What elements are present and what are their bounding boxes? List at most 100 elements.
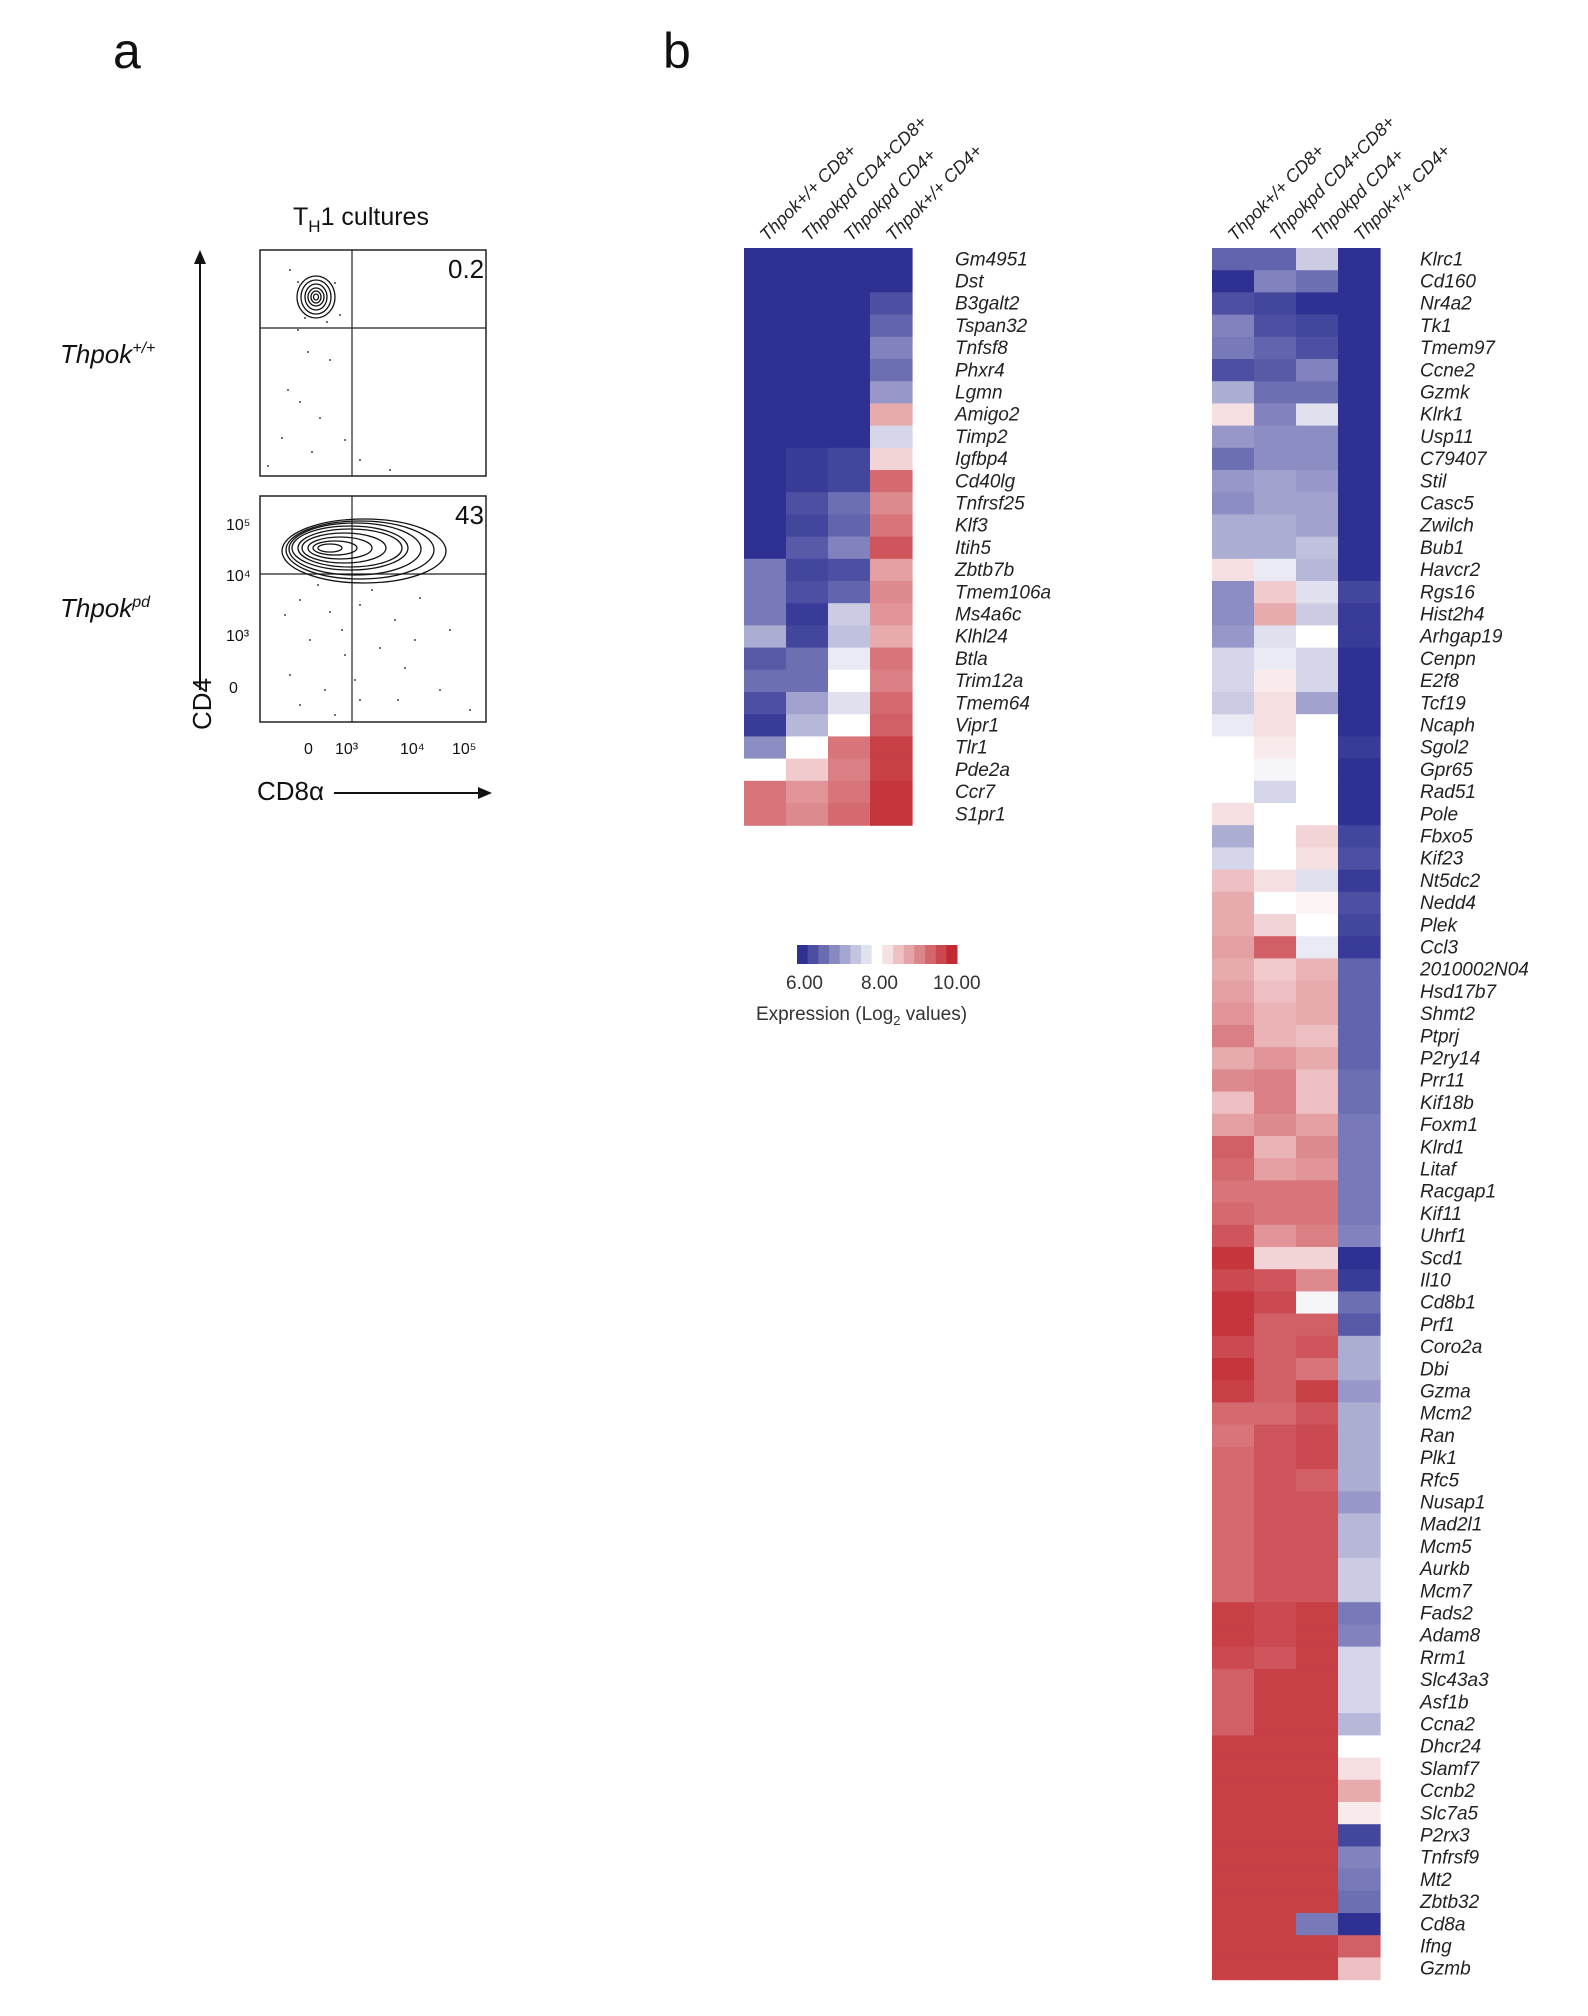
heatmap-cell [828,381,871,404]
heatmap-cell [1254,803,1297,826]
gene-label: Plk1 [1420,1448,1457,1469]
legend-swatch [893,945,905,964]
heatmap-cell [828,581,871,604]
heatmap-cell [1338,1424,1381,1448]
heatmap-cell [1338,1668,1381,1692]
heatmap-cell [1212,669,1255,693]
heatmap-cell [1212,1713,1255,1736]
heatmap-cell [1338,1402,1381,1426]
heatmap-cell [870,381,913,404]
heatmap-cell [1296,270,1339,293]
gene-label: Slc43a3 [1420,1670,1489,1691]
heatmap-cell [870,336,913,360]
gene-label: Fbxo5 [1420,827,1473,848]
heatmap-cell [1296,492,1339,515]
gene-label: Usp11 [1420,427,1474,448]
heatmap-cell [870,536,913,560]
heatmap-cell [744,692,787,715]
x-tick: 10⁵ [452,741,476,758]
heatmap-cell [1338,359,1381,382]
flow-contour-1 [296,275,336,319]
heatmap-cell [1212,1757,1255,1781]
heatmap-cell [1296,1668,1339,1692]
heatmap-cell [1296,1868,1339,1892]
heatmap-cell [1296,625,1339,649]
gene-label: Klrk1 [1420,405,1463,426]
heatmap-cell [1212,1513,1255,1537]
heatmap-cell [1254,336,1297,360]
heatmap-cell [1296,1890,1339,1914]
heatmap-cell [1296,1824,1339,1847]
heatmap-cell [1254,1113,1297,1137]
heatmap-cell [786,581,829,604]
gene-label: Tmem106a [955,582,1051,603]
heatmap-cell [1296,581,1339,604]
heatmap-cell [1296,669,1339,693]
gene-label: Pole [1420,804,1458,825]
heatmap-cell [1254,1913,1297,1936]
gene-label: Zbtb7b [954,560,1014,581]
heatmap-cell [1296,359,1339,382]
gene-label: 2010002N04 [1419,960,1529,981]
heatmap-cell [1296,847,1339,871]
heatmap-cell [744,336,787,360]
gene-label: Adam8 [1419,1626,1481,1647]
heatmap-cell [828,558,871,582]
legend-swatch [797,945,809,964]
heatmap-cell [744,470,787,493]
heatmap-cell [1212,1890,1255,1914]
flow-dots-2 [284,584,471,716]
heatmap-cell [828,780,871,804]
heatmap-cell [1254,669,1297,693]
gene-label: Ncaph [1420,716,1475,737]
heatmap-cell [1338,1624,1381,1648]
heatmap-cell [1212,825,1255,848]
heatmap-cell [1212,1646,1255,1670]
heatmap-cell [1254,248,1297,271]
heatmap-cell [1212,1002,1255,1026]
heatmap-cell [1296,647,1339,671]
heatmap-cell [1212,980,1255,1004]
heatmap-cell [1254,1069,1297,1093]
heatmap-cell [1212,1424,1255,1448]
gene-label: Coro2a [1420,1337,1482,1358]
gene-label: Mcm2 [1420,1404,1472,1425]
heatmap-cell [1212,936,1255,959]
heatmap-cell [1296,1469,1339,1492]
heatmap-cell [1338,847,1381,871]
legend-swatch [829,945,841,964]
heatmap-cell [1254,1557,1297,1581]
gene-label: Rad51 [1420,782,1476,803]
y-tick: 10³ [226,628,250,645]
heatmap-cell [1254,1890,1297,1914]
heatmap-cell [1296,1646,1339,1670]
gene-label: Hsd17b7 [1420,982,1497,1003]
heatmap-cell [1212,758,1255,782]
heatmap-cell [1254,1202,1297,1226]
gene-label: Ccnb2 [1420,1781,1475,1802]
heatmap-cell [870,447,913,471]
legend-tick-max: 10.00 [933,973,981,994]
heatmap-cell [1338,1735,1381,1759]
heatmap-cell [1212,336,1255,360]
heatmap-cell [1338,1890,1381,1914]
gene-label: Amigo2 [954,405,1020,426]
heatmap-cell [1338,958,1381,982]
heatmap-cell [1212,847,1255,871]
heatmap-cell [786,248,829,271]
heatmap-cell [1296,470,1339,493]
heatmap-cell [1338,1158,1381,1181]
heatmap-cell [1212,1202,1255,1226]
heatmap-cell [1296,1091,1339,1115]
heatmap-cell [1338,1380,1381,1403]
heatmap-cell [786,669,829,693]
heatmap-cell [828,603,871,626]
heatmap-cell [1296,1713,1339,1736]
heatmap-cell [744,558,787,582]
heatmap-cell [1338,1691,1381,1714]
panel-letter-a: a [113,23,141,79]
gene-label: B3galt2 [955,294,1020,315]
heatmap-cell [828,647,871,671]
heatmap-cell [1212,1469,1255,1492]
heatmap-cell [1212,581,1255,604]
